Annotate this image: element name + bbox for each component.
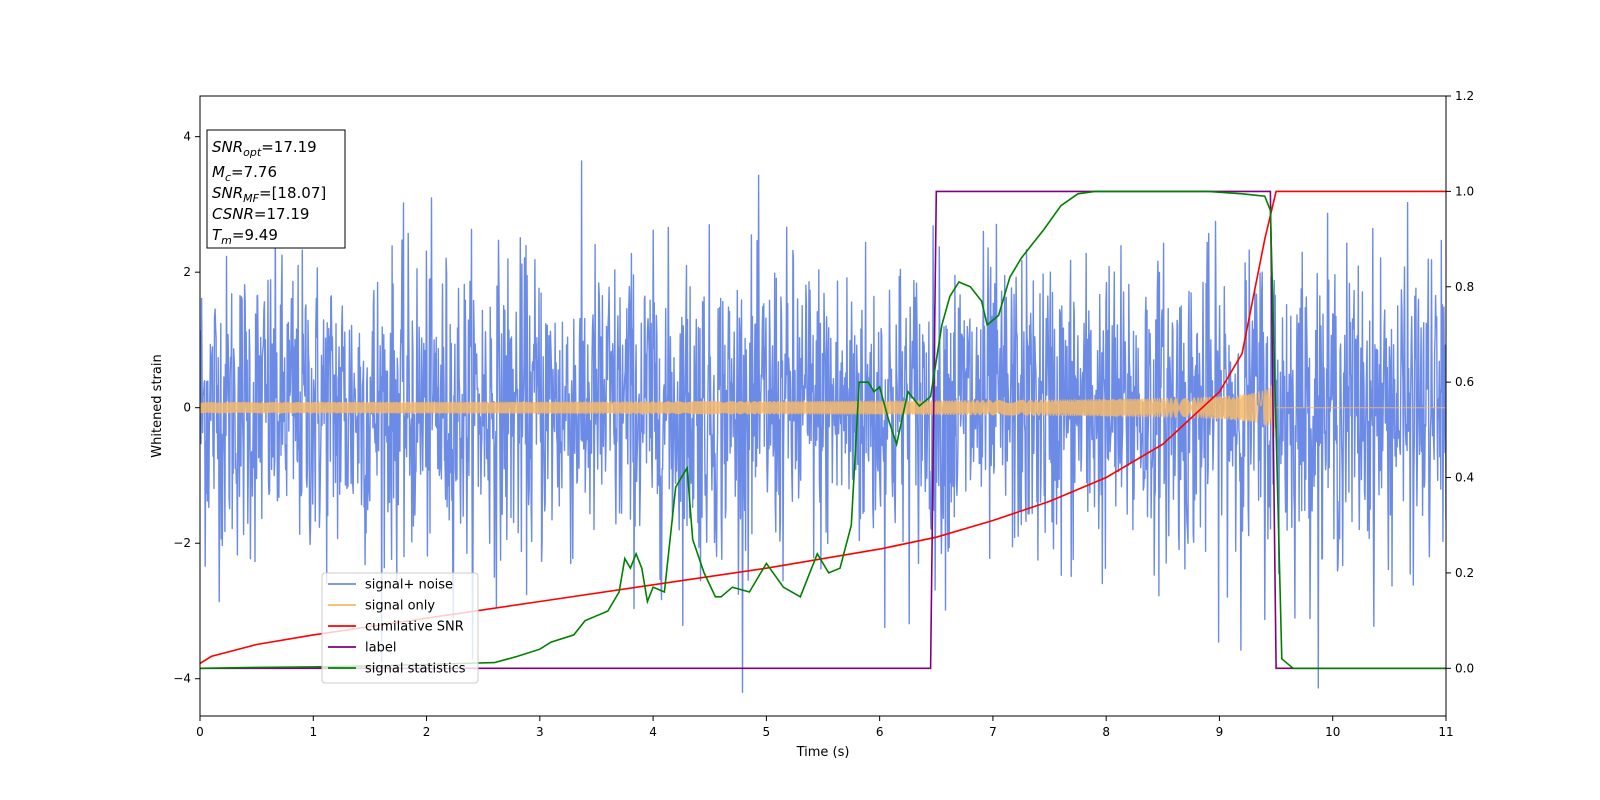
legend-label: cumilative SNR bbox=[365, 620, 464, 635]
y-left-tick-label: 2 bbox=[183, 265, 191, 279]
y-axis-label-left: Whitened strain bbox=[150, 354, 165, 457]
y-right-tick-label: 1.2 bbox=[1455, 89, 1474, 103]
annotation-line: SNRopt=17.19 bbox=[212, 138, 317, 159]
x-axis-label: Time (s) bbox=[796, 745, 850, 760]
legend-label: signal+ noise bbox=[365, 578, 453, 593]
y-axis-left: −4 −2 0 2 4 bbox=[173, 130, 200, 686]
annotation-line: Tm=9.49 bbox=[212, 226, 278, 247]
y-left-tick-label: 0 bbox=[183, 401, 191, 415]
series-cumulative-snr bbox=[200, 190, 1446, 665]
x-tick-label: 7 bbox=[989, 725, 997, 739]
stats-annotation-box: SNRopt=17.19 Mc=7.76SNRMF=[18.07]CSNR=17.… bbox=[206, 129, 346, 249]
y-right-tick-label: 0.8 bbox=[1455, 280, 1474, 294]
plot-area bbox=[200, 160, 1446, 693]
x-tick-label: 5 bbox=[763, 725, 771, 739]
y-left-tick-label: −2 bbox=[173, 536, 191, 550]
series-signal-statistics bbox=[200, 190, 1446, 670]
x-tick-label: 9 bbox=[1216, 725, 1224, 739]
x-tick-label: 1 bbox=[309, 725, 317, 739]
series-signal-noise bbox=[200, 160, 1446, 693]
y-right-tick-label: 0.0 bbox=[1455, 661, 1474, 675]
legend-label: signal statistics bbox=[365, 662, 466, 677]
annotation-frame bbox=[206, 129, 346, 249]
legend-frame bbox=[321, 572, 479, 684]
x-tick-label: 0 bbox=[196, 725, 204, 739]
y-axis-right: 0.0 0.2 0.4 0.6 0.8 1.0 1.2 bbox=[1446, 89, 1474, 675]
x-tick-label: 10 bbox=[1325, 725, 1340, 739]
y-right-tick-label: 0.2 bbox=[1455, 566, 1474, 580]
legend: signal+ noise signal only cumilative SNR la… bbox=[321, 572, 479, 684]
y-right-tick-label: 1.0 bbox=[1455, 184, 1474, 198]
x-tick-label: 11 bbox=[1438, 725, 1453, 739]
x-tick-label: 4 bbox=[649, 725, 657, 739]
legend-label: signal only bbox=[365, 599, 435, 614]
legend-label: label bbox=[365, 641, 396, 656]
x-tick-label: 6 bbox=[876, 725, 884, 739]
y-left-tick-label: −4 bbox=[173, 672, 191, 686]
annotation-line: CSNR=17.19 bbox=[212, 205, 309, 223]
x-tick-label: 8 bbox=[1102, 725, 1110, 739]
y-right-tick-label: 0.4 bbox=[1455, 471, 1474, 485]
y-left-tick-label: 4 bbox=[183, 130, 191, 144]
annotation-line: SNRMF=[18.07] bbox=[212, 184, 326, 205]
x-axis: 0 1 2 3 4 5 6 7 8 9 10 11 bbox=[196, 716, 1454, 739]
series-signal-only bbox=[200, 384, 1446, 438]
x-tick-label: 3 bbox=[536, 725, 544, 739]
y-right-tick-label: 0.6 bbox=[1455, 375, 1474, 389]
annotation-line: Mc=7.76 bbox=[212, 163, 277, 184]
plot-frame bbox=[199, 95, 1447, 717]
x-tick-label: 2 bbox=[423, 725, 431, 739]
